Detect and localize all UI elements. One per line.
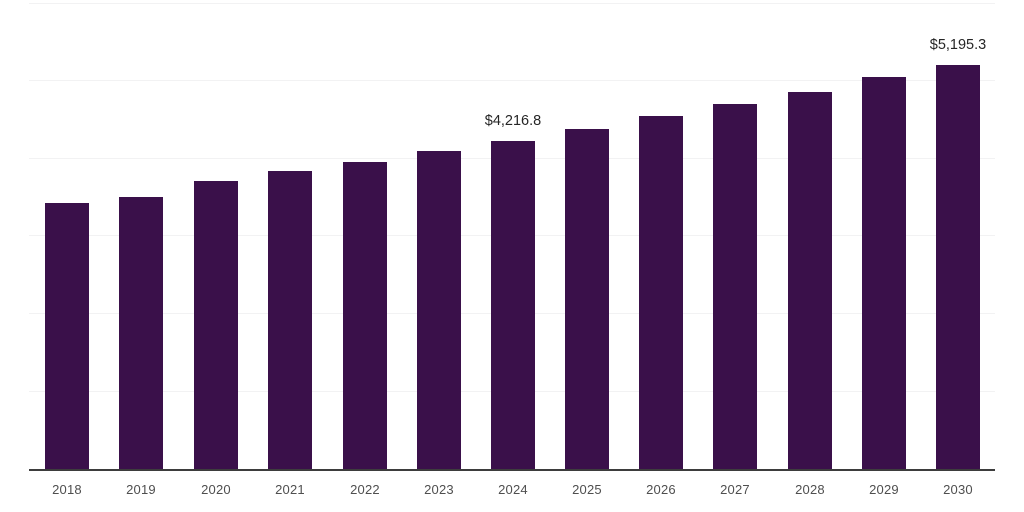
x-tick-label-2020: 2020	[201, 482, 231, 497]
bar-2022[interactable]	[343, 162, 387, 469]
bar-2019[interactable]	[119, 197, 163, 469]
bar-2028[interactable]	[788, 92, 832, 469]
bar-2020[interactable]	[194, 181, 238, 469]
bar-2030[interactable]	[936, 65, 980, 469]
bar-2026[interactable]	[639, 116, 683, 469]
bar-2018[interactable]	[45, 203, 89, 469]
x-tick-label-2024: 2024	[498, 482, 528, 497]
bar-2024[interactable]	[491, 141, 535, 469]
x-tick-label-2018: 2018	[52, 482, 82, 497]
x-tick-label-2019: 2019	[126, 482, 156, 497]
x-tick-label-2021: 2021	[275, 482, 305, 497]
x-tick-label-2029: 2029	[869, 482, 899, 497]
bar-2029[interactable]	[862, 77, 906, 469]
x-tick-label-2023: 2023	[424, 482, 454, 497]
x-axis-line	[29, 469, 995, 471]
x-tick-label-2027: 2027	[720, 482, 750, 497]
x-tick-label-2022: 2022	[350, 482, 380, 497]
x-tick-label-2028: 2028	[795, 482, 825, 497]
x-tick-label-2025: 2025	[572, 482, 602, 497]
x-tick-label-2030: 2030	[943, 482, 973, 497]
value-label-2030: $5,195.3	[929, 37, 987, 53]
bar-2023[interactable]	[417, 151, 461, 469]
x-tick-label-2026: 2026	[646, 482, 676, 497]
bar-2027[interactable]	[713, 104, 757, 469]
bar-2025[interactable]	[565, 129, 609, 469]
value-label-2024: $4,216.8	[484, 113, 542, 129]
bar-2021[interactable]	[268, 171, 312, 469]
